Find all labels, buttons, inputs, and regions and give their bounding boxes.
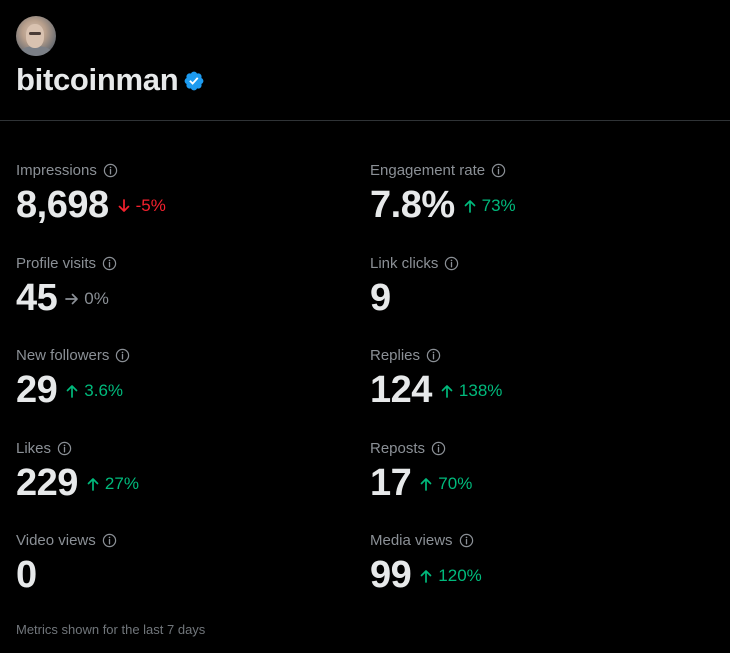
metric-value-row: 7.8% 73% bbox=[370, 183, 516, 227]
metric-value: 7.8% bbox=[370, 184, 455, 226]
metric-media-views: Media views 99 120% bbox=[370, 530, 482, 597]
metric-value: 45 bbox=[16, 277, 58, 319]
metric-label: Media views bbox=[370, 531, 453, 549]
metric-profile-visits: Profile visits 45 0% bbox=[16, 253, 117, 320]
metric-change-value: 120% bbox=[438, 566, 482, 585]
info-icon[interactable] bbox=[453, 533, 474, 548]
user-avatar[interactable] bbox=[16, 16, 56, 56]
metric-replies: Replies 124 138% bbox=[370, 345, 502, 412]
metric-label-row: Replies bbox=[370, 345, 502, 365]
metric-label: Reposts bbox=[370, 439, 426, 457]
metric-change: 120% bbox=[419, 566, 482, 586]
metric-label: Likes bbox=[16, 439, 52, 457]
metric-label-row: Reposts bbox=[370, 438, 472, 458]
metric-value-row: 9 bbox=[370, 276, 459, 320]
metric-value: 9 bbox=[370, 277, 391, 319]
metric-value-row: 124 138% bbox=[370, 368, 502, 412]
metric-label-row: Likes bbox=[16, 438, 139, 458]
metric-value-row: 0 bbox=[16, 553, 117, 597]
metric-label: Replies bbox=[370, 346, 421, 364]
metric-value-row: 17 70% bbox=[370, 461, 472, 505]
metric-value: 17 bbox=[370, 462, 412, 504]
metric-change-value: 138% bbox=[458, 381, 503, 400]
metric-label: Video views bbox=[16, 531, 96, 549]
username[interactable]: bitcoinman bbox=[16, 62, 179, 97]
metric-change: 70% bbox=[419, 474, 472, 494]
metric-value: 99 bbox=[370, 554, 412, 596]
metrics-footer-note: Metrics shown for the last 7 days bbox=[16, 622, 206, 637]
metric-label: Engagement rate bbox=[370, 161, 486, 179]
profile-header: bitcoinman bbox=[16, 16, 205, 98]
info-icon[interactable] bbox=[96, 533, 117, 548]
metric-change-value: -5% bbox=[135, 196, 166, 215]
info-icon[interactable] bbox=[425, 441, 446, 456]
metric-change: 138% bbox=[440, 381, 502, 401]
metric-change: 0% bbox=[65, 289, 109, 309]
metric-value-row: 229 27% bbox=[16, 461, 139, 505]
username-row: bitcoinman bbox=[16, 62, 205, 98]
info-icon[interactable] bbox=[109, 348, 130, 363]
metric-likes: Likes 229 27% bbox=[16, 438, 139, 505]
metric-change-value: 0% bbox=[84, 289, 109, 308]
metric-label-row: Engagement rate bbox=[370, 160, 516, 180]
info-icon[interactable] bbox=[420, 348, 441, 363]
metric-change-value: 27% bbox=[104, 474, 139, 493]
metric-label: Link clicks bbox=[370, 254, 439, 272]
header-divider bbox=[0, 120, 730, 121]
metric-change: 3.6% bbox=[65, 381, 123, 401]
metric-label: Impressions bbox=[16, 161, 97, 179]
metric-link-clicks: Link clicks 9 bbox=[370, 253, 459, 320]
metric-value: 124 bbox=[370, 369, 432, 411]
verified-badge-icon bbox=[184, 71, 204, 91]
arrow-down-icon bbox=[118, 199, 129, 212]
info-icon[interactable] bbox=[51, 441, 72, 456]
metric-change: 73% bbox=[463, 196, 516, 216]
metric-value-row: 29 3.6% bbox=[16, 368, 130, 412]
metric-label-row: New followers bbox=[16, 345, 130, 365]
metric-label-row: Media views bbox=[370, 530, 482, 550]
metric-change-value: 3.6% bbox=[84, 381, 124, 400]
metric-label-row: Impressions bbox=[16, 160, 166, 180]
metric-label-row: Video views bbox=[16, 530, 117, 550]
arrow-up-icon bbox=[66, 385, 78, 398]
info-icon[interactable] bbox=[97, 163, 118, 178]
metric-value: 29 bbox=[16, 369, 58, 411]
metric-value: 8,698 bbox=[16, 184, 109, 226]
info-icon[interactable] bbox=[438, 256, 459, 271]
arrow-up-icon bbox=[420, 478, 432, 491]
arrow-up-icon bbox=[441, 385, 453, 398]
metric-label-row: Link clicks bbox=[370, 253, 459, 273]
metric-value-row: 8,698 -5% bbox=[16, 183, 166, 227]
arrow-up-icon bbox=[87, 478, 99, 491]
metric-new-followers: New followers 29 3.6% bbox=[16, 345, 130, 412]
metric-impressions: Impressions 8,698 -5% bbox=[16, 160, 166, 227]
metric-label-row: Profile visits bbox=[16, 253, 117, 273]
info-icon[interactable] bbox=[485, 163, 506, 178]
arrow-flat-icon bbox=[65, 293, 79, 305]
metric-value: 229 bbox=[16, 462, 78, 504]
metric-label: Profile visits bbox=[16, 254, 97, 272]
metric-value: 0 bbox=[16, 554, 37, 596]
metric-video-views: Video views 0 bbox=[16, 530, 117, 597]
info-icon[interactable] bbox=[96, 256, 117, 271]
metric-engagement-rate: Engagement rate 7.8% 73% bbox=[370, 160, 516, 227]
metric-change-value: 73% bbox=[481, 196, 516, 215]
metric-value-row: 45 0% bbox=[16, 276, 117, 320]
metric-value-row: 99 120% bbox=[370, 553, 482, 597]
metric-change-value: 70% bbox=[438, 474, 473, 493]
metric-change: 27% bbox=[86, 474, 139, 494]
metric-reposts: Reposts 17 70% bbox=[370, 438, 472, 505]
metric-label: New followers bbox=[16, 346, 110, 364]
metric-change: -5% bbox=[117, 196, 166, 216]
arrow-up-icon bbox=[464, 200, 475, 213]
arrow-up-icon bbox=[420, 570, 432, 583]
